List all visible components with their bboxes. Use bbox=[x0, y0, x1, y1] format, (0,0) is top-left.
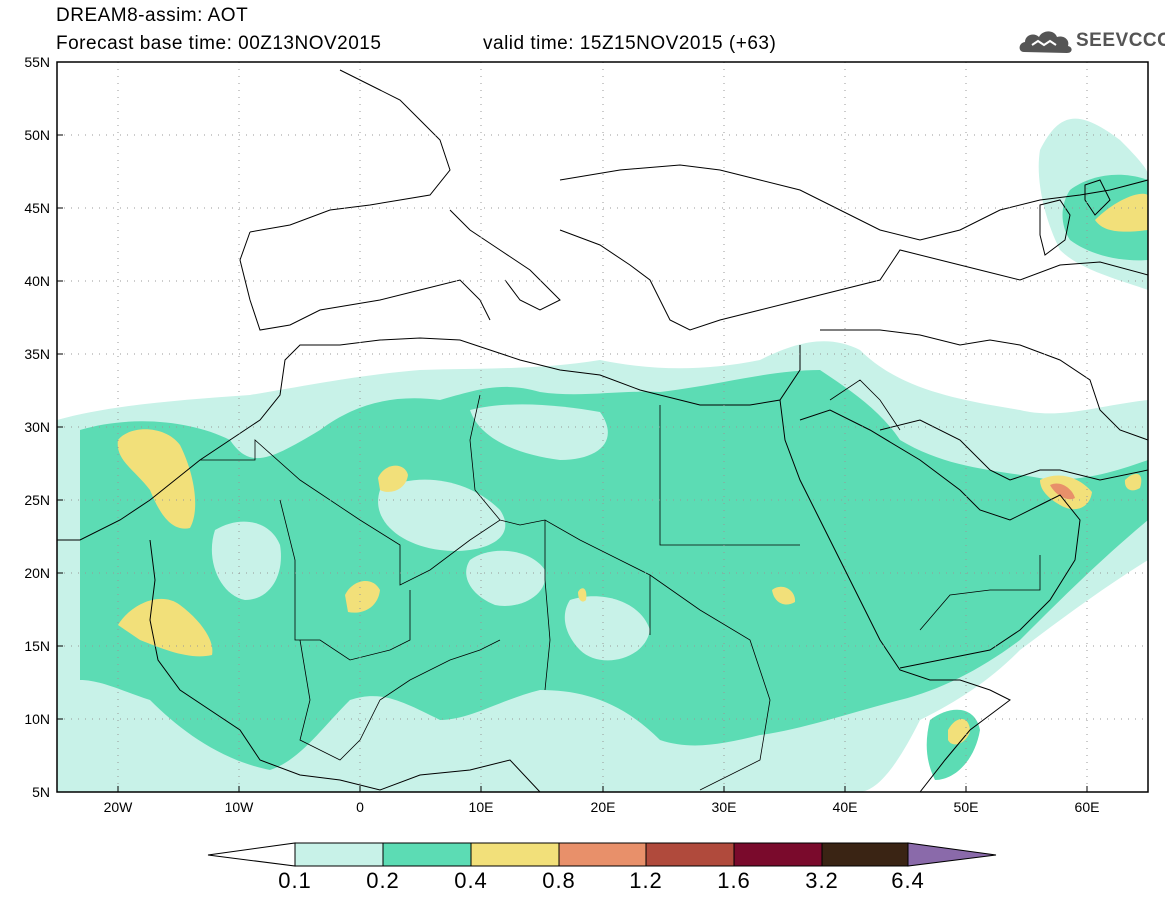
aot-band-0.4-canary bbox=[117, 429, 196, 529]
colorbar-swatch bbox=[733, 842, 823, 867]
aot-band-0.4-chad bbox=[578, 588, 587, 602]
lon-label: 40E bbox=[833, 799, 858, 815]
lon-label: 20E bbox=[591, 799, 616, 815]
lat-label: 35N bbox=[24, 346, 50, 362]
colorbar-label: 6.4 bbox=[891, 868, 925, 893]
lon-label: 10W bbox=[225, 799, 255, 815]
tick-marks bbox=[57, 134, 1088, 792]
aot-band-0.4-somalia bbox=[948, 718, 970, 745]
colorbar-label: 0.2 bbox=[366, 868, 400, 893]
colorbar-label: 1.2 bbox=[629, 868, 663, 893]
colorbar-label: 0.4 bbox=[454, 868, 488, 893]
lon-label: 50E bbox=[954, 799, 979, 815]
lat-label: 30N bbox=[24, 419, 50, 435]
coastlines bbox=[57, 69, 1148, 792]
lat-label: 55N bbox=[24, 54, 50, 70]
lat-label: 10N bbox=[24, 711, 50, 727]
aot-hole-5 bbox=[470, 404, 608, 460]
aot-band-0.4-caspian bbox=[1095, 193, 1148, 232]
valid-time: valid time: 15Z15NOV2015 (+63) bbox=[483, 33, 777, 54]
logo-text: SEEVCCC bbox=[1076, 30, 1165, 51]
lon-label: 30E bbox=[712, 799, 737, 815]
colorbar-swatch bbox=[470, 842, 560, 867]
aot-field bbox=[57, 118, 1148, 792]
aot-band-0.4-east bbox=[1124, 473, 1142, 491]
graticule bbox=[57, 62, 1148, 792]
colorbar-swatch bbox=[294, 842, 384, 867]
colorbar-label: 0.8 bbox=[542, 868, 576, 893]
seevccc-logo: SEEVCCC bbox=[1018, 26, 1165, 56]
aot-band-0.4-niger bbox=[345, 580, 380, 613]
colorbar-label: 0.1 bbox=[278, 868, 312, 893]
colorbar-swatch bbox=[558, 842, 647, 867]
lat-label: 15N bbox=[24, 638, 50, 654]
aot-hole-1 bbox=[211, 521, 281, 600]
colorbar-labels: 0.1 0.2 0.4 0.8 1.2 1.6 3.2 6.4 bbox=[0, 868, 1165, 898]
colorbar-swatch bbox=[382, 842, 472, 867]
lon-label: 10E bbox=[469, 799, 494, 815]
cloud-logo-icon bbox=[1019, 31, 1072, 53]
lon-label: 60E bbox=[1075, 799, 1100, 815]
colorbar-swatch bbox=[821, 842, 909, 867]
aot-hole-3 bbox=[466, 550, 546, 606]
colorbar-label: 1.6 bbox=[717, 868, 751, 893]
lat-label: 5N bbox=[32, 784, 50, 800]
aot-band-0.2 bbox=[80, 370, 1148, 770]
aot-band-0.2-horn bbox=[926, 709, 980, 780]
forecast-base-time: Forecast base time: 00Z13NOV2015 bbox=[56, 33, 382, 54]
aot-band-0.4-sudan bbox=[772, 586, 796, 605]
lon-labels: 20W 10W 0 10E 20E 30E 40E 50E 60E bbox=[104, 799, 1100, 815]
map-title: DREAM8-assim: AOT bbox=[56, 5, 249, 26]
lat-label: 45N bbox=[24, 200, 50, 216]
aot-hole-4 bbox=[564, 596, 650, 661]
colorbar-below-triangle bbox=[207, 842, 296, 867]
aot-band-0.4-senegal bbox=[118, 598, 213, 657]
aot-hole-2 bbox=[378, 479, 506, 551]
lon-label: 0 bbox=[356, 799, 364, 815]
colorbar-above-triangle bbox=[907, 842, 997, 867]
lat-label: 40N bbox=[24, 273, 50, 289]
aot-band-0.4-algeria bbox=[378, 465, 408, 492]
aot-band-0.8-oman bbox=[1050, 483, 1075, 500]
lat-label: 20N bbox=[24, 565, 50, 581]
colorbar bbox=[207, 842, 997, 867]
lon-label: 20W bbox=[104, 799, 134, 815]
lat-label: 50N bbox=[24, 127, 50, 143]
lat-labels: 55N 50N 45N 40N 35N 30N 25N 20N 15N 10N … bbox=[24, 54, 50, 800]
lat-label: 25N bbox=[24, 492, 50, 508]
colorbar-label: 3.2 bbox=[805, 868, 839, 893]
colorbar-swatch bbox=[645, 842, 735, 867]
